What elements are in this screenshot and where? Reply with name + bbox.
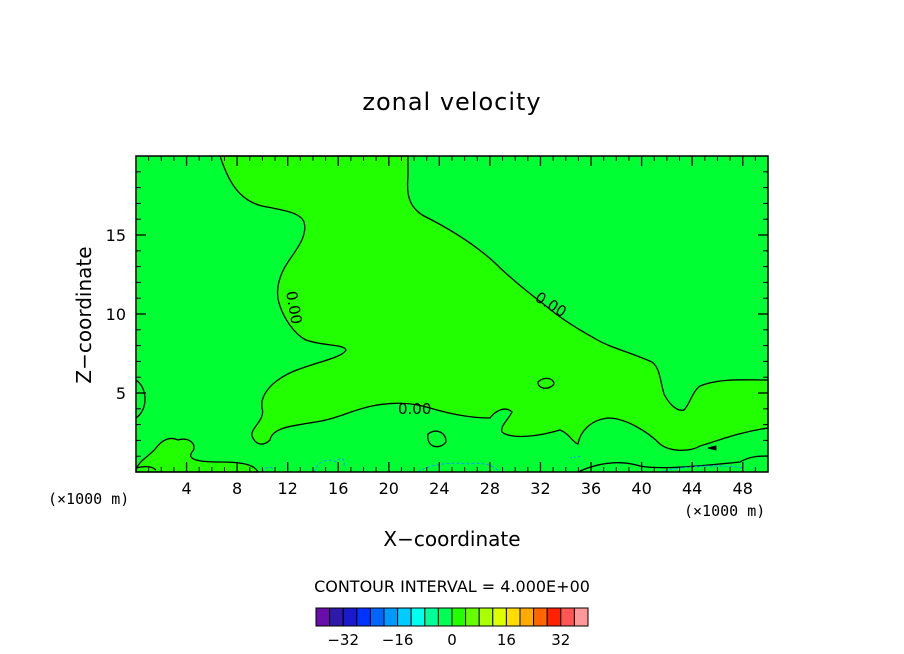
y-axis-ticks: 5 10 15 — [106, 171, 768, 457]
x-axis-minor-ticks — [148, 156, 756, 472]
x-tick-label: 48 — [733, 479, 753, 498]
y-tick-label: 10 — [106, 305, 126, 324]
x-tick-label: 32 — [530, 479, 550, 498]
colorbar-cell — [437, 607, 453, 627]
contour-label: 0.00 — [282, 290, 306, 326]
x-tick-label: 20 — [379, 479, 399, 498]
contour-interval-text: CONTOUR INTERVAL = 4.000E+00 — [314, 577, 590, 596]
colorbar-cell — [519, 607, 535, 627]
y-axis-label: Z−coordinate — [72, 246, 96, 384]
colorbar-cell — [356, 607, 371, 627]
x-tick-label: 12 — [278, 479, 298, 498]
colorbar-cell — [410, 607, 426, 627]
x-tick-label: 16 — [328, 479, 348, 498]
x-axis-label: X−coordinate — [383, 527, 521, 551]
x-tick-label: 4 — [181, 479, 191, 498]
contour-line — [427, 430, 447, 448]
colorbar-tick-label: −16 — [382, 631, 414, 649]
chart-title: zonal velocity — [362, 88, 542, 116]
colorbar-cell — [369, 607, 385, 627]
colorbar-cell — [505, 607, 521, 627]
contour-label: 0.00 — [398, 400, 431, 418]
colorbar: −32 −16 0 16 32 — [315, 607, 589, 649]
colorbar-tick-label: 0 — [447, 631, 457, 649]
colorbar-cell — [329, 607, 344, 627]
contour-line — [135, 466, 157, 471]
colorbar-cell — [397, 607, 412, 627]
contour-line — [135, 379, 146, 419]
colorbar-tick-label: 32 — [551, 631, 570, 649]
colorbar-cell — [424, 607, 439, 627]
x-unit-label-right: (×1000 m) — [684, 502, 766, 520]
colorbar-cell — [315, 607, 331, 627]
contour-line — [135, 437, 260, 473]
x-tick-label: 24 — [429, 479, 449, 498]
contour-line — [707, 445, 717, 451]
x-tick-label: 36 — [581, 479, 601, 498]
colorbar-cell — [478, 607, 494, 627]
colorbar-cell — [383, 607, 399, 627]
colorbar-cell — [451, 607, 467, 627]
colorbar-cell — [573, 607, 589, 627]
colorbar-cell — [465, 607, 480, 627]
x-tick-label: 40 — [631, 479, 651, 498]
colorbar-cell — [533, 607, 548, 627]
x-unit-label-left: (×1000 m) — [48, 490, 130, 508]
colorbar-cell — [560, 607, 575, 627]
x-tick-label: 28 — [480, 479, 500, 498]
x-axis-ticks: 4 8 12 16 20 24 28 32 36 40 44 48 — [181, 156, 753, 498]
x-tick-label: 44 — [682, 479, 702, 498]
contour-line — [417, 462, 501, 473]
colorbar-cell — [492, 607, 507, 627]
colorbar-tick-label: 16 — [497, 631, 516, 649]
colorbar-cell — [546, 607, 562, 627]
contour-line — [261, 466, 275, 473]
contour-line — [313, 458, 345, 473]
colorbar-cell — [342, 607, 358, 627]
contour-region — [219, 155, 769, 451]
y-tick-label: 5 — [116, 384, 126, 403]
colorbar-tick-label: −32 — [327, 631, 359, 649]
y-tick-label: 15 — [106, 226, 126, 245]
x-tick-label: 8 — [232, 479, 242, 498]
contour-line — [537, 377, 555, 389]
contour-line — [577, 455, 769, 473]
